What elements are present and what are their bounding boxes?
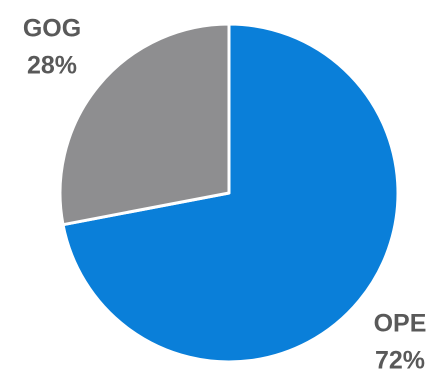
- pie-slice: [58, 22, 231, 227]
- slice-label: OPE: [374, 310, 427, 338]
- slice-label: GOG: [23, 15, 81, 43]
- slice-value-label: 28%: [27, 52, 77, 80]
- slice-value-label: 72%: [375, 347, 425, 374]
